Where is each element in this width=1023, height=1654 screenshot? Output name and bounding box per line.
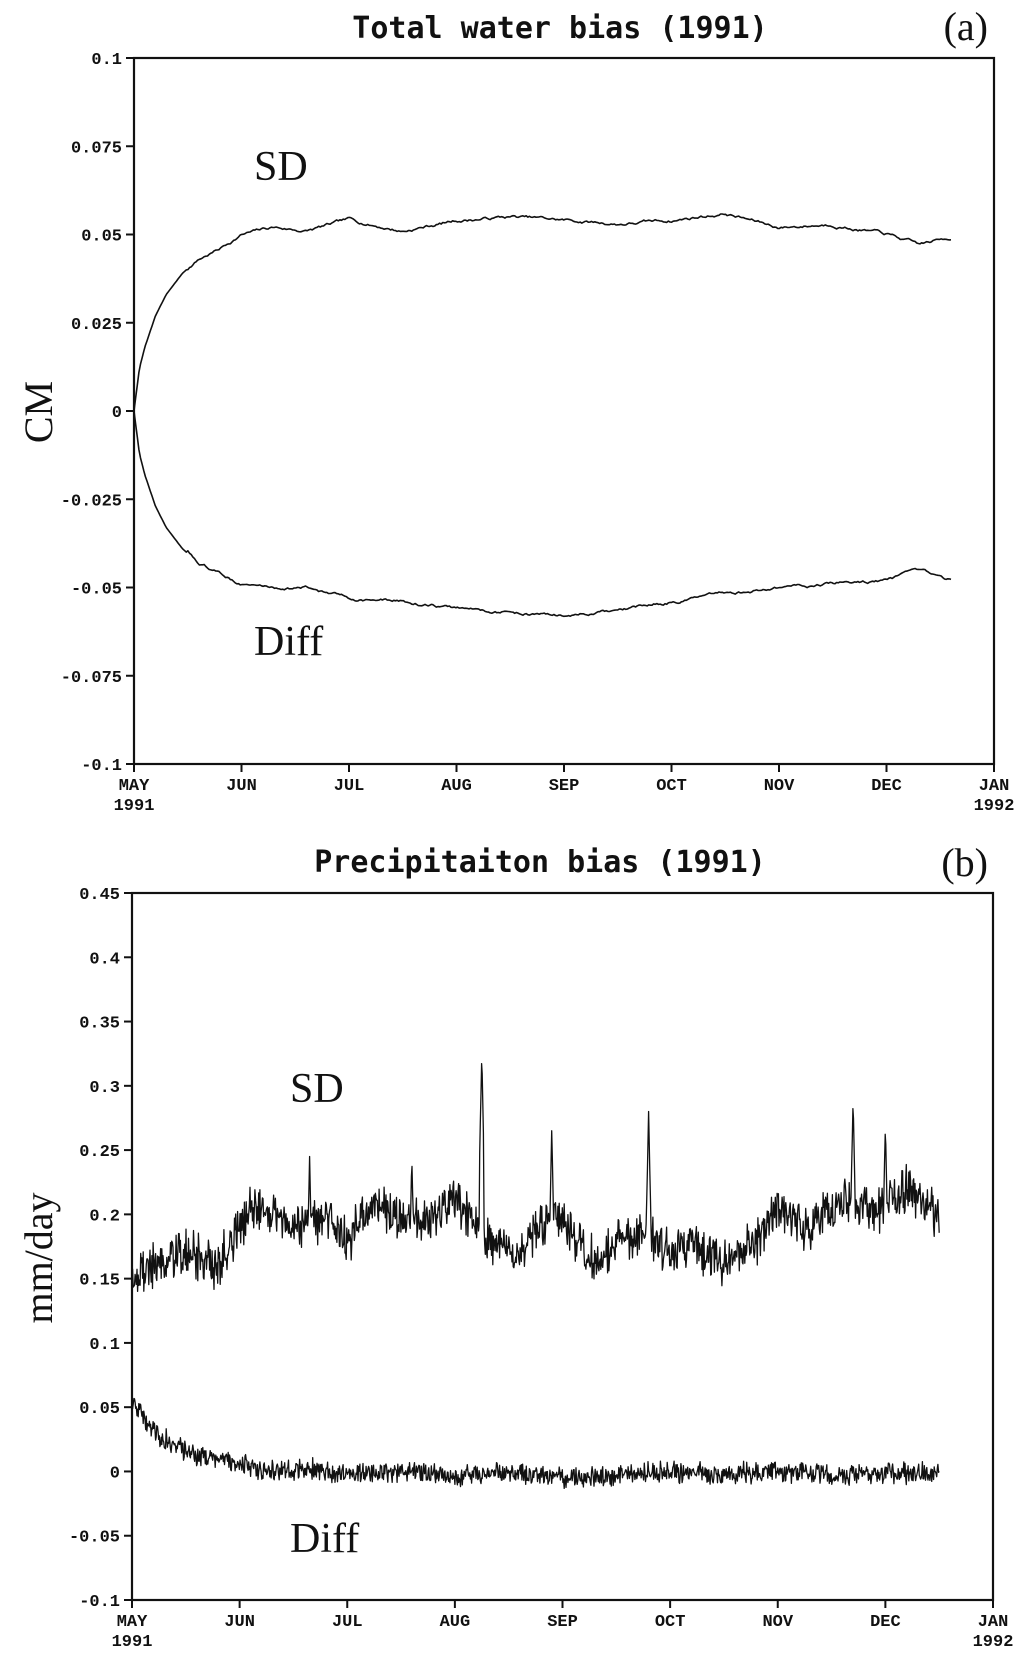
panel-b-series xyxy=(131,1062,940,1490)
panel-b-label: (b) xyxy=(941,840,988,885)
panel-a-ylabel: CM xyxy=(16,381,61,443)
panel-b-ytick-label: 0.3 xyxy=(89,1079,120,1098)
panel-b-xtick-label: JUL xyxy=(332,1613,363,1632)
panel-a-ytick-label: -0.075 xyxy=(61,669,122,688)
panel-b-xtick-year: 1991 xyxy=(112,1633,153,1652)
panel-b-ytick-label: 0.15 xyxy=(79,1272,120,1291)
panel-a-ytick-label: 0.05 xyxy=(81,228,122,247)
panel-b-series-diff-line xyxy=(131,1397,940,1490)
panel-b-ytick-label: 0.1 xyxy=(89,1336,120,1355)
panel-b-ytick-label: 0.35 xyxy=(79,1015,120,1034)
panel-a-xtick-label: NOV xyxy=(764,777,795,796)
panel-b-plot-frame xyxy=(130,891,995,1602)
panel-a-xtick-label: SEP xyxy=(549,777,580,796)
panel-a-annotation-diff: Diff xyxy=(254,619,323,665)
panel-b-xtick-label: JUN xyxy=(224,1613,255,1632)
panel-a-xtick-year: 1991 xyxy=(114,797,155,816)
panel-b-xtick-year: 1992 xyxy=(973,1633,1014,1652)
panel-a-xtick-year: 1992 xyxy=(974,797,1015,816)
panel-a-ytick-label: 0.1 xyxy=(91,51,122,70)
panel-a-xtick-label: OCT xyxy=(656,777,687,796)
panel-a-annotation-sd: SD xyxy=(254,144,308,190)
panel-a-label: (a) xyxy=(944,4,988,49)
panel-b-xtick-label: JAN xyxy=(978,1613,1009,1632)
panel-a-ytick-label: 0.075 xyxy=(71,139,122,158)
panel-a-title: Total water bias (1991) xyxy=(352,11,767,46)
panel-a-series-diff-line xyxy=(133,410,952,618)
panel-b-ytick-label: -0.1 xyxy=(79,1593,120,1612)
panel-b-ylabel: mm/day xyxy=(16,1192,61,1323)
panel-b-xtick-label: MAY xyxy=(117,1613,148,1632)
panel-a-ytick-label: -0.1 xyxy=(81,757,122,776)
panel-a-xtick-label: JUL xyxy=(334,777,365,796)
panel-b-xtick-label: DEC xyxy=(870,1613,901,1632)
panel-b-ytick-label: -0.05 xyxy=(69,1529,120,1548)
panel-b-annotation-diff: Diff xyxy=(290,1516,359,1562)
panel-b-xtick-label: AUG xyxy=(440,1613,471,1632)
panel-a-xtick-label: DEC xyxy=(871,777,902,796)
panel-b-xtick-label: OCT xyxy=(655,1613,686,1632)
panel-a-xtick-label: JUN xyxy=(226,777,257,796)
panel-a-y-axis: 0.1 0.075 0.05 0.025 0 -0.025 -0.05 -0.075 -0.1 xyxy=(61,51,134,776)
panel-a-ytick-label: 0.025 xyxy=(71,316,122,335)
panel-a-series xyxy=(133,213,952,618)
panel-a-xtick-label: MAY xyxy=(119,777,150,796)
panel-b-xtick-label: NOV xyxy=(762,1613,793,1632)
panel-b-chart: Precipitaiton bias (1991) (b) mm/day 0.4… xyxy=(16,840,1013,1652)
panel-b-ytick-label: 0.45 xyxy=(79,886,120,905)
panel-a-ytick-label: -0.05 xyxy=(71,581,122,600)
panel-b-title: Precipitaiton bias (1991) xyxy=(314,845,766,880)
panel-b-xtick-label: SEP xyxy=(547,1613,578,1632)
panel-a-series-sd-line xyxy=(133,213,952,412)
panel-b-ytick-label: 0.05 xyxy=(79,1400,120,1419)
panel-b-ytick-label: 0.2 xyxy=(89,1207,120,1226)
panel-b-annotation-sd: SD xyxy=(290,1066,344,1112)
panel-b-ytick-label: 0 xyxy=(110,1464,120,1483)
panel-a-chart: Total water bias (1991) (a) CM 0.10.0750… xyxy=(16,4,1014,816)
panel-a-xtick-label: JAN xyxy=(979,777,1010,796)
panel-b-series-sd-line xyxy=(131,1062,940,1299)
panel-b-ytick-label: 0.25 xyxy=(79,1143,120,1162)
panel-a-ytick-label: -0.025 xyxy=(61,492,122,511)
panel-a-ytick-label: 0 xyxy=(112,404,122,423)
panel-a-xtick-label: AUG xyxy=(441,777,472,796)
panel-b-y-axis: 0.45 0.4 0.35 0.3 0.25 0.2 0.15 0.1 0.05 0 -0.05 -0… xyxy=(69,886,132,1612)
panel-b-ytick-label: 0.4 xyxy=(89,950,120,969)
